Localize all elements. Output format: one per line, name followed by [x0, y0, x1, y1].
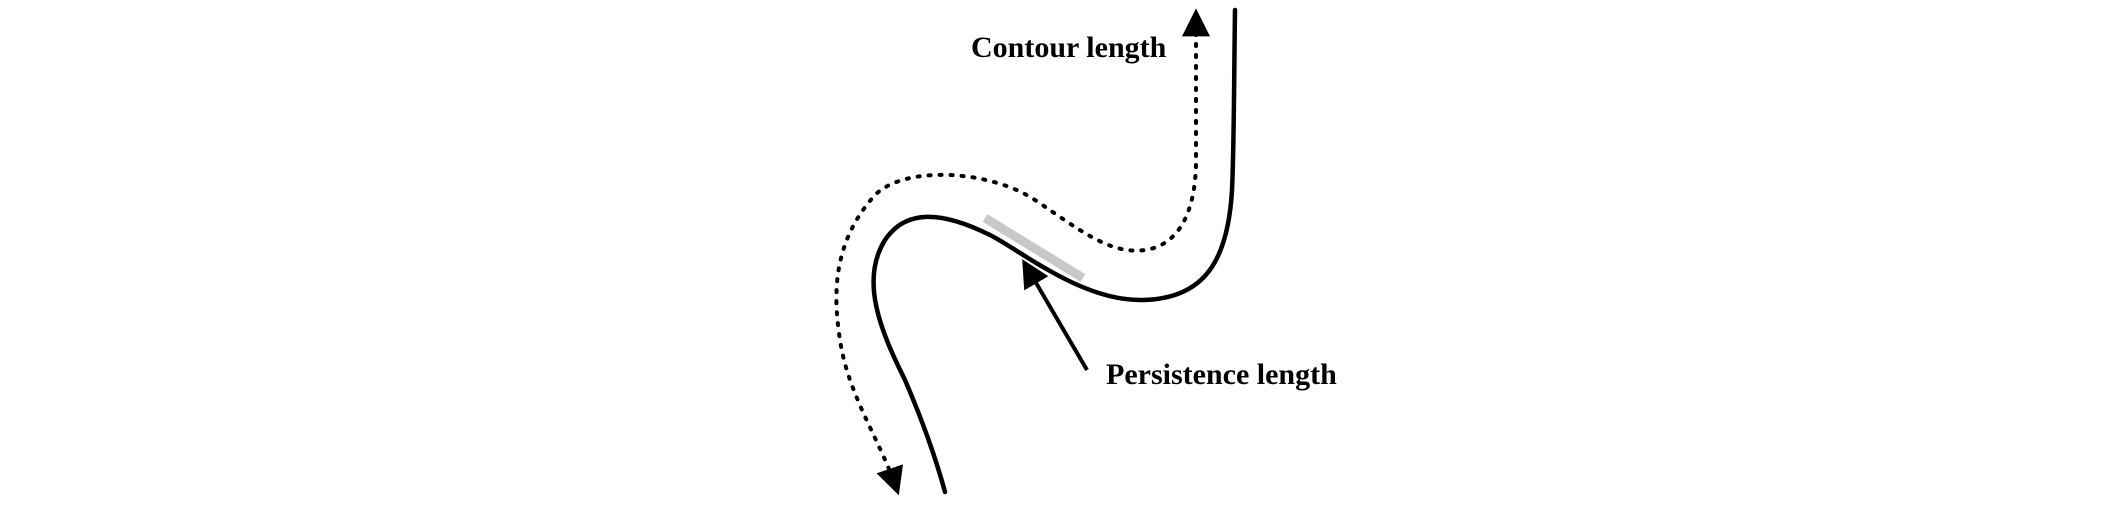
persistence-pointer-arrow — [1022, 259, 1089, 372]
contour-length-dotted-curve — [834, 8, 1210, 496]
contour-length-label: Contour length — [971, 31, 1167, 64]
persistence-length-label: Persistence length — [1106, 358, 1337, 391]
persistence-segment-highlight — [982, 214, 1086, 282]
polymer-chain-curve — [871, 7, 1238, 495]
